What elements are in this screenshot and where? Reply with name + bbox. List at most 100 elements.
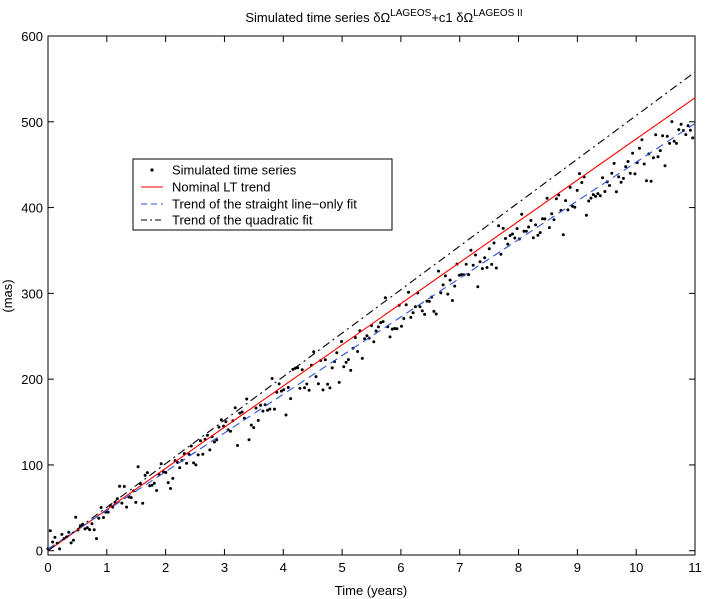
data-point xyxy=(584,213,588,217)
data-point xyxy=(344,360,348,364)
data-point xyxy=(395,327,399,331)
data-point xyxy=(189,444,193,448)
data-point xyxy=(490,262,494,266)
data-point xyxy=(60,532,64,536)
data-point xyxy=(129,496,133,500)
data-point xyxy=(400,324,403,328)
data-point xyxy=(457,273,461,277)
chart-title: Simulated time series δΩLAGEOS+c1 δΩLAGE… xyxy=(245,8,522,25)
x-tick-label: 5 xyxy=(338,560,345,575)
data-point xyxy=(372,340,376,344)
data-point xyxy=(677,128,681,132)
data-point xyxy=(617,175,621,179)
data-point xyxy=(136,465,140,469)
data-point xyxy=(501,226,505,230)
data-point xyxy=(196,453,200,457)
data-point xyxy=(554,197,558,201)
data-point xyxy=(122,485,126,488)
data-point xyxy=(443,274,447,278)
data-point xyxy=(152,481,156,485)
data-point xyxy=(573,205,577,209)
data-point xyxy=(688,128,692,132)
data-point xyxy=(531,236,535,240)
data-point xyxy=(603,190,607,193)
data-point xyxy=(95,537,98,541)
data-point xyxy=(254,406,258,410)
data-point xyxy=(504,237,507,240)
data-point xyxy=(423,312,427,316)
data-point xyxy=(483,256,487,260)
data-point xyxy=(360,356,364,360)
data-point xyxy=(303,386,306,390)
data-point xyxy=(247,438,251,442)
data-point xyxy=(83,527,87,531)
data-point xyxy=(199,439,202,443)
data-point xyxy=(492,241,496,245)
title-sup1: LAGEOS xyxy=(390,8,431,19)
data-point xyxy=(614,190,618,194)
data-point xyxy=(88,528,92,532)
data-point xyxy=(342,365,346,369)
data-point xyxy=(469,248,473,252)
data-point xyxy=(487,247,491,251)
data-point xyxy=(476,285,480,289)
data-point xyxy=(150,483,154,487)
data-point xyxy=(515,227,519,231)
data-point xyxy=(545,196,549,200)
data-point xyxy=(661,134,665,138)
data-point xyxy=(279,389,283,393)
data-point xyxy=(291,367,295,371)
data-point xyxy=(305,382,309,386)
data-point xyxy=(649,179,653,183)
legend-entries: Simulated time series Nominal LT trend Tre… xyxy=(141,163,357,228)
data-point xyxy=(497,224,501,228)
legend-label: Simulated time series xyxy=(172,163,297,178)
data-point xyxy=(508,234,512,237)
data-point xyxy=(58,547,62,551)
data-point xyxy=(460,273,464,276)
data-point xyxy=(478,260,482,264)
data-point xyxy=(381,320,385,324)
data-point xyxy=(53,535,57,539)
data-point xyxy=(418,305,422,309)
data-point xyxy=(407,290,410,294)
data-point xyxy=(328,386,332,390)
data-point xyxy=(598,194,602,198)
data-point xyxy=(520,212,524,216)
data-point xyxy=(270,377,274,380)
data-point xyxy=(640,138,644,142)
data-point xyxy=(610,171,614,175)
data-point xyxy=(134,500,138,504)
data-point xyxy=(166,481,170,485)
data-point xyxy=(591,193,595,197)
data-point xyxy=(238,411,242,415)
data-point xyxy=(427,299,431,303)
data-point xyxy=(69,541,73,545)
legend-box xyxy=(132,158,393,231)
title-term1: δΩ xyxy=(373,10,390,25)
trend-lines xyxy=(47,71,696,552)
data-point xyxy=(282,388,286,392)
data-point xyxy=(187,452,191,456)
data-point xyxy=(679,122,683,126)
data-point xyxy=(439,291,443,295)
data-point xyxy=(169,487,172,490)
data-point xyxy=(642,162,646,166)
data-point xyxy=(141,501,145,505)
data-point xyxy=(651,156,655,160)
data-point xyxy=(511,232,514,236)
data-point xyxy=(626,160,630,163)
trend-line-dashdot xyxy=(47,71,696,552)
data-point xyxy=(71,538,75,542)
data-point xyxy=(596,192,600,196)
data-point xyxy=(335,351,339,355)
data-point xyxy=(404,303,408,307)
data-point xyxy=(434,312,438,316)
data-point xyxy=(441,283,445,287)
data-point xyxy=(219,418,223,422)
data-point xyxy=(538,231,542,235)
data-point xyxy=(566,208,570,212)
data-point xyxy=(658,149,662,153)
data-point xyxy=(268,407,272,411)
legend-label: Trend of the straight line−only fit xyxy=(172,197,357,212)
